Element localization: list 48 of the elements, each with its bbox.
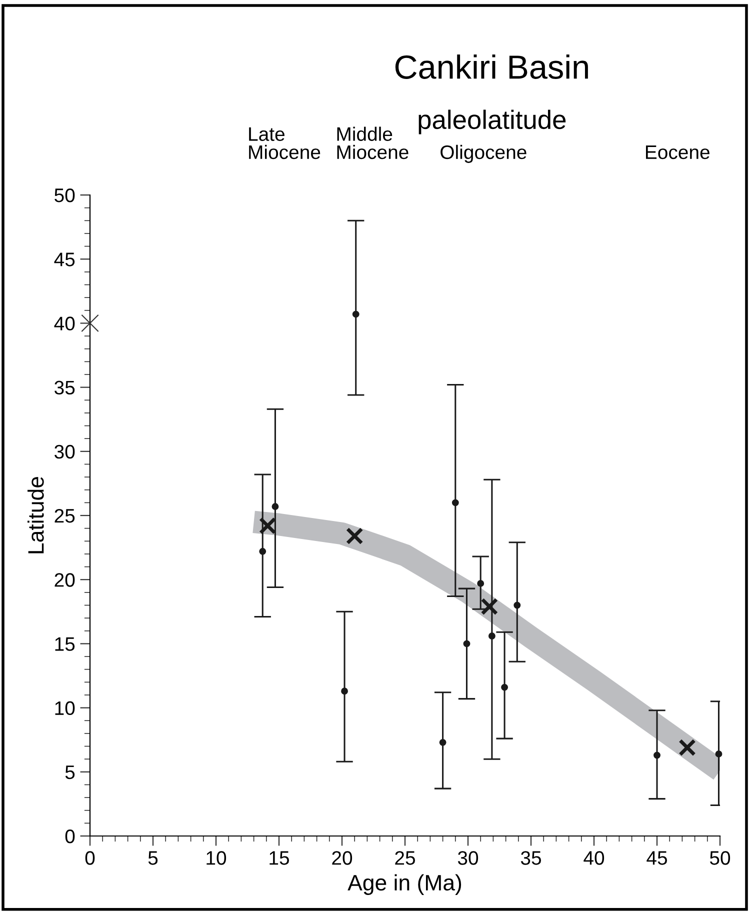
point [341, 688, 348, 695]
point [352, 310, 360, 318]
y-tick-label: 5 [65, 766, 75, 780]
y-tick-label: 0 [65, 829, 75, 844]
point [514, 602, 521, 609]
y-tick-label: 30 [54, 444, 75, 459]
text: Oligocene [440, 144, 526, 163]
point [81, 314, 99, 332]
x-tick-label: 5 [148, 851, 158, 865]
point [452, 499, 459, 506]
point [463, 640, 470, 648]
chart-title: Cankiri Basin [395, 54, 588, 79]
point [488, 632, 496, 640]
point [258, 517, 276, 534]
x-tick-label: 15 [270, 851, 289, 865]
point [715, 750, 722, 758]
x-tick-label: 0 [85, 851, 95, 865]
y-tick-label: 35 [54, 380, 75, 395]
point [477, 580, 484, 587]
x-tick-label: 30 [458, 851, 478, 865]
y-tick-label: 40 [54, 316, 75, 330]
y-tick-label: 25 [54, 508, 75, 523]
y-tick-label: 50 [54, 188, 75, 202]
x-tick-label: 35 [520, 851, 541, 865]
text: Late Miocene [249, 127, 320, 160]
text: Middle Miocene [337, 126, 408, 160]
point [439, 738, 446, 746]
x-tick-label: 20 [332, 851, 352, 865]
point [346, 527, 364, 545]
text: Eocene [646, 146, 710, 160]
x-tick-label: 45 [646, 851, 667, 865]
point [259, 548, 266, 555]
x-tick-label: 40 [584, 851, 604, 865]
point [480, 598, 498, 616]
point [678, 738, 696, 756]
y-tick-label: 15 [55, 637, 75, 651]
x-axis-title: Age in (Ma) [348, 874, 462, 895]
point [654, 752, 660, 759]
chart-subtitle: paleolatitude [418, 110, 566, 134]
point [272, 503, 279, 510]
x-tick-label: 25 [395, 851, 415, 865]
y-tick-label: 45 [54, 252, 75, 266]
y-tick-label: 10 [55, 701, 75, 716]
y-tick-label: 20 [54, 573, 75, 587]
y-axis-title: Latitude [28, 476, 44, 554]
point [501, 684, 508, 691]
x-tick-label: 10 [206, 851, 226, 865]
x-tick-label: 50 [710, 851, 730, 865]
